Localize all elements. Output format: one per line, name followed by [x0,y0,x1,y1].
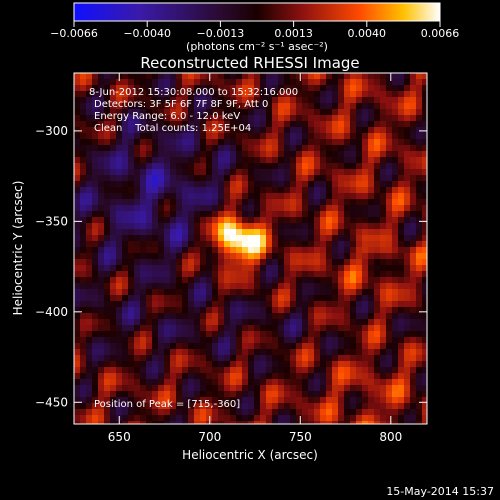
colorbar-tick-label: 0.0013 [274,27,313,40]
annotation-detectors: Detectors: 3F 5F 6F 7F 8F 9F, Att 0 [94,99,268,110]
colorbar-tick-label: −0.0013 [197,27,245,40]
heatmap-image [74,73,427,424]
y-tick-label: −450 [35,395,68,409]
x-tick-label: 800 [379,430,402,444]
colorbar-tick-label: 0.0066 [421,27,460,40]
x-tick-label: 700 [198,430,221,444]
colorbar-tick-label: −0.0040 [123,27,171,40]
y-tick-label: −350 [35,214,68,228]
x-axis-label: Heliocentric X (arcsec) [182,448,318,462]
y-tick-label: −300 [35,124,68,138]
colorbar-ticks: −0.0066 −0.0040 −0.0013 0.0013 0.0040 0.0066 [50,21,459,40]
plot-frame [73,72,428,425]
y-tick-label: −400 [35,305,68,319]
colorbar-tick-label: 0.0040 [348,27,387,40]
timestamp: 15-May-2014 15:37 [386,485,494,498]
annotation-time-range: 8-Jun-2012 15:30:08.000 to 15:32:16.000 [89,87,298,98]
colorbar-units-label: (photons cm⁻² s⁻¹ asec⁻²) [186,40,328,53]
colorbar-tick-label: −0.0066 [50,27,98,40]
chart-title: Reconstructed RHESSI Image [140,54,359,72]
x-tick-label: 750 [289,430,312,444]
colorbar [73,2,441,22]
peak-position-label: Position of Peak = [715,-360] [94,399,240,410]
annotation-energy-range: Energy Range: 6.0 - 12.0 keV [94,111,240,122]
axis-ticks: 650 700 750 800 −300 −350 −400 −450 [35,73,427,444]
x-tick-label: 650 [108,430,131,444]
y-axis-label: Heliocentric Y (arcsec) [11,181,25,316]
annotation-clean-counts: Clean Total counts: 1.25E+04 [94,123,251,134]
